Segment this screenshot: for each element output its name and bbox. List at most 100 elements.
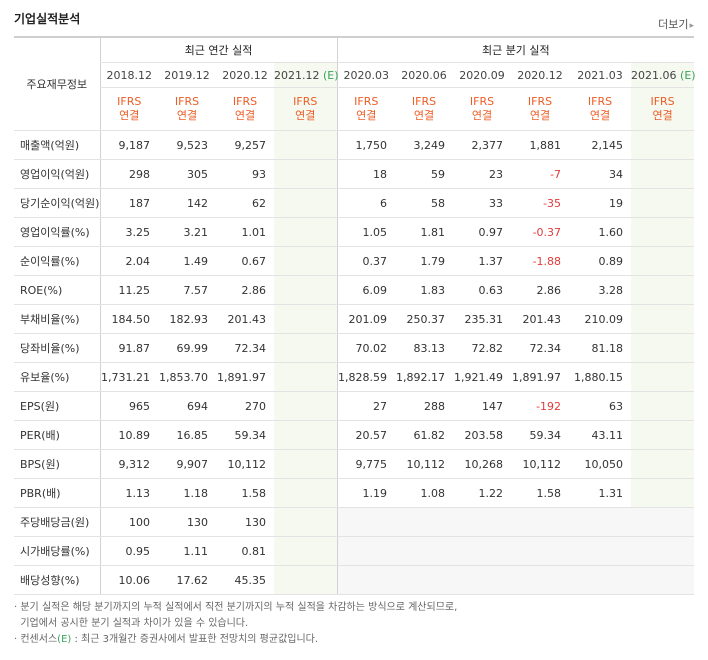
data-cell: 16.85 xyxy=(158,420,216,450)
period-header-quarter: 2021.03 xyxy=(569,62,632,88)
data-cell xyxy=(274,391,338,421)
data-cell: 1.49 xyxy=(158,246,216,276)
data-cell: 93 xyxy=(216,159,274,189)
data-cell: 0.95 xyxy=(99,536,158,566)
data-cell: 1,731.21 xyxy=(99,362,158,392)
period-header-quarter: 2020.09 xyxy=(453,62,512,88)
data-cell xyxy=(631,159,695,189)
data-cell: -7 xyxy=(511,159,570,189)
ifrs-basis-label: IFRS 연결 xyxy=(395,87,454,131)
data-cell: 235.31 xyxy=(453,304,512,334)
table-row: 시가배당률(%) 0.95 1.11 0.81 xyxy=(14,536,695,566)
data-cell: 1.31 xyxy=(569,478,632,508)
table-row: 영업이익(억원) 298 305 93 18 59 23 -7 34 xyxy=(14,159,695,189)
data-cell xyxy=(274,159,338,189)
table-row: ROE(%) 11.25 7.57 2.86 6.09 1.83 0.63 2.86 3.28 xyxy=(14,275,695,305)
period-header-annual: 2021.12 (E) xyxy=(274,62,339,88)
data-cell: 72.34 xyxy=(216,333,274,363)
data-cell: 10,112 xyxy=(511,449,570,479)
data-cell: 17.62 xyxy=(158,565,216,595)
table-row: 당좌비율(%) 91.87 69.99 72.34 70.02 83.13 72.82 72.… xyxy=(14,333,695,363)
data-cell: 23 xyxy=(453,159,512,189)
data-cell: 2,377 xyxy=(453,130,512,160)
row-label: 주당배당금(원) xyxy=(14,507,100,537)
data-cell: 1.11 xyxy=(158,536,216,566)
chevron-right-icon: ▸ xyxy=(689,21,694,31)
table-row: 순이익률(%) 2.04 1.49 0.67 0.37 1.79 1.37 -1.88 0.89 xyxy=(14,246,695,276)
data-cell xyxy=(511,565,570,595)
period-header-quarter: 2020.06 xyxy=(395,62,454,88)
period-header-annual: 2019.12 xyxy=(158,62,216,88)
data-cell: 130 xyxy=(216,507,274,537)
data-cell: -0.37 xyxy=(511,217,570,247)
data-cell xyxy=(274,478,338,508)
data-cell: 130 xyxy=(158,507,216,537)
footnote-quarter-cont: 기업에서 공시한 분기 실적과 차이가 있을 수 있습니다. xyxy=(20,618,249,629)
data-cell: 62 xyxy=(216,188,274,218)
data-cell: 187 xyxy=(99,188,158,218)
table-row: 주당배당금(원) 100 130 130 xyxy=(14,507,695,537)
data-cell: 1,921.49 xyxy=(453,362,512,392)
data-cell: 0.97 xyxy=(453,217,512,247)
data-cell xyxy=(274,188,338,218)
ifrs-basis-label: IFRS 연결 xyxy=(511,87,570,131)
data-cell: 10,268 xyxy=(453,449,512,479)
data-cell: 201.43 xyxy=(511,304,570,334)
data-cell: 10.89 xyxy=(99,420,158,450)
data-cell xyxy=(274,333,338,363)
data-cell xyxy=(569,565,632,595)
row-label: 유보율(%) xyxy=(14,362,100,392)
data-cell: 1.08 xyxy=(395,478,454,508)
row-label: 시가배당률(%) xyxy=(14,536,100,566)
data-cell xyxy=(569,536,632,566)
data-cell: 965 xyxy=(99,391,158,421)
data-cell xyxy=(631,275,695,305)
data-cell: 1,750 xyxy=(336,130,396,160)
data-cell: 6 xyxy=(336,188,396,218)
data-cell: 20.57 xyxy=(336,420,396,450)
more-link[interactable]: 더보기▸ xyxy=(658,16,694,32)
data-cell: 58 xyxy=(395,188,454,218)
data-cell: 0.81 xyxy=(216,536,274,566)
period-header-quarter: 2021.06 (E) xyxy=(631,62,696,88)
data-cell: 1,880.15 xyxy=(569,362,632,392)
row-label-header: 주요재무정보 xyxy=(14,36,100,131)
data-cell: 59.34 xyxy=(216,420,274,450)
data-cell: 9,907 xyxy=(158,449,216,479)
data-cell: 91.87 xyxy=(99,333,158,363)
data-cell: 59.34 xyxy=(511,420,570,450)
data-cell: 0.37 xyxy=(336,246,396,276)
table-row: 매출액(억원) 9,187 9,523 9,257 1,750 3,249 2,377 1,8… xyxy=(14,130,695,160)
data-cell: 1,853.70 xyxy=(158,362,216,392)
data-cell xyxy=(631,478,695,508)
data-cell: 1.81 xyxy=(395,217,454,247)
ifrs-basis-label: IFRS 연결 xyxy=(453,87,512,131)
data-cell: 1.18 xyxy=(158,478,216,508)
row-label: BPS(원) xyxy=(14,449,100,479)
data-cell xyxy=(453,536,512,566)
data-cell xyxy=(336,507,396,537)
data-cell: 10,050 xyxy=(569,449,632,479)
data-cell: 210.09 xyxy=(569,304,632,334)
data-cell xyxy=(631,536,695,566)
data-cell: 3.25 xyxy=(99,217,158,247)
data-cell: 0.89 xyxy=(569,246,632,276)
estimate-mark: (E) xyxy=(676,68,696,82)
data-cell: 0.63 xyxy=(453,275,512,305)
data-cell: 203.58 xyxy=(453,420,512,450)
data-cell: 250.37 xyxy=(395,304,454,334)
data-cell xyxy=(274,275,338,305)
row-label: 순이익률(%) xyxy=(14,246,100,276)
data-cell xyxy=(631,130,695,160)
data-cell: 2,145 xyxy=(569,130,632,160)
data-cell xyxy=(453,565,512,595)
period-header-annual: 2018.12 xyxy=(99,62,158,88)
row-label: 배당성향(%) xyxy=(14,565,100,595)
data-cell: 270 xyxy=(216,391,274,421)
data-cell: 2.86 xyxy=(511,275,570,305)
data-cell: 1.83 xyxy=(395,275,454,305)
data-cell xyxy=(274,362,338,392)
data-cell: 19 xyxy=(569,188,632,218)
data-cell: 3,249 xyxy=(395,130,454,160)
data-cell: 1.79 xyxy=(395,246,454,276)
